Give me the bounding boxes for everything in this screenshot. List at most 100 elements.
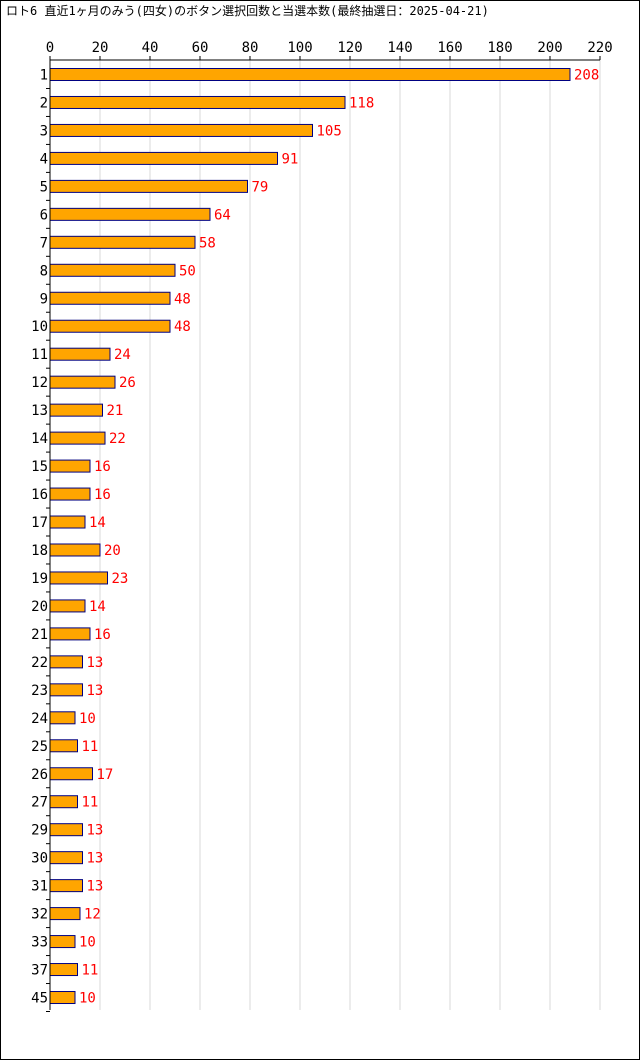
value-label: 10: [79, 711, 96, 727]
value-label: 16: [94, 627, 111, 643]
value-label: 24: [114, 347, 131, 363]
value-label: 58: [199, 235, 216, 251]
category-label: 6: [40, 207, 48, 223]
bar: [49, 375, 116, 389]
value-label: 22: [109, 431, 126, 447]
category-label: 21: [31, 627, 48, 643]
category-label: 4: [40, 151, 48, 167]
category-label: 18: [31, 543, 48, 559]
bar: [49, 767, 93, 781]
bar: [49, 543, 101, 557]
category-label: 7: [40, 235, 48, 251]
bar: [49, 991, 76, 1005]
value-label: 13: [87, 823, 104, 839]
value-label: 118: [349, 95, 374, 111]
bar: [49, 655, 83, 669]
bar: [49, 319, 171, 333]
category-label: 15: [31, 459, 48, 475]
value-label: 105: [317, 123, 342, 139]
x-tick-label: 180: [487, 40, 512, 56]
axes: [46, 59, 600, 1012]
value-label: 20: [104, 543, 121, 559]
category-label: 24: [31, 711, 48, 727]
value-label: 12: [84, 907, 101, 923]
x-tick-label: 200: [537, 40, 562, 56]
value-label: 13: [87, 683, 104, 699]
category-label: 45: [31, 991, 48, 1007]
x-tick-label: 220: [587, 40, 612, 56]
x-tick-label: 80: [242, 40, 259, 56]
category-label: 31: [31, 879, 48, 895]
category-label: 27: [31, 795, 48, 811]
category-label: 1: [40, 68, 48, 84]
value-label: 13: [87, 851, 104, 867]
bar: [49, 487, 91, 501]
x-tick-label: 100: [287, 40, 312, 56]
bar: [49, 459, 91, 473]
category-label: 37: [31, 963, 48, 979]
category-label: 5: [40, 179, 48, 195]
bar: [49, 263, 176, 277]
value-label: 21: [107, 403, 124, 419]
bar: [49, 963, 78, 977]
value-label: 50: [179, 263, 196, 279]
value-label: 16: [94, 487, 111, 503]
x-tick-label: 20: [92, 40, 109, 56]
value-label: 26: [119, 375, 136, 391]
category-label: 33: [31, 935, 48, 951]
x-tick-label: 120: [337, 40, 362, 56]
x-tick-label: 0: [46, 40, 54, 56]
bar: [49, 907, 81, 921]
category-label: 14: [31, 431, 48, 447]
bar: [49, 571, 108, 585]
category-label: 20: [31, 599, 48, 615]
value-label: 48: [174, 319, 191, 335]
value-label: 11: [82, 739, 99, 755]
bar: [49, 179, 248, 193]
category-label: 10: [31, 319, 48, 335]
chart-title: ロト6 直近1ヶ月のみう(四女)のボタン選択回数と当選本数(最終抽選日：2025…: [6, 3, 489, 18]
category-label: 23: [31, 683, 48, 699]
value-label: 16: [94, 459, 111, 475]
value-label: 14: [89, 515, 106, 531]
x-tick-label: 160: [437, 40, 462, 56]
bar: [49, 711, 76, 725]
bar: [49, 935, 76, 949]
bar: [49, 123, 313, 137]
category-label: 30: [31, 851, 48, 867]
bar: [49, 151, 278, 165]
bar: [49, 207, 211, 221]
value-label: 13: [87, 879, 104, 895]
bar: [49, 235, 196, 249]
bar: [49, 627, 91, 641]
category-label: 26: [31, 767, 48, 783]
bar: [49, 515, 86, 529]
grid-lines: [99, 60, 601, 1010]
value-label: 10: [79, 935, 96, 951]
value-label: 13: [87, 655, 104, 671]
value-label: 14: [89, 599, 106, 615]
bar: [49, 739, 78, 753]
bar: [49, 823, 83, 837]
category-label: 32: [31, 907, 48, 923]
value-label: 79: [252, 179, 269, 195]
bar: [49, 95, 346, 109]
category-label: 3: [40, 123, 48, 139]
x-tick-label: 60: [192, 40, 209, 56]
bar: [49, 851, 83, 865]
value-label: 91: [282, 151, 299, 167]
x-tick-label: 40: [142, 40, 159, 56]
category-label: 19: [31, 571, 48, 587]
category-label: 16: [31, 487, 48, 503]
bar: [49, 431, 106, 445]
x-tick-label: 140: [387, 40, 412, 56]
bar: [49, 795, 78, 809]
value-label: 64: [214, 207, 231, 223]
bar: [49, 683, 83, 697]
category-label: 29: [31, 823, 48, 839]
bar: [49, 68, 571, 81]
value-label: 17: [97, 767, 114, 783]
